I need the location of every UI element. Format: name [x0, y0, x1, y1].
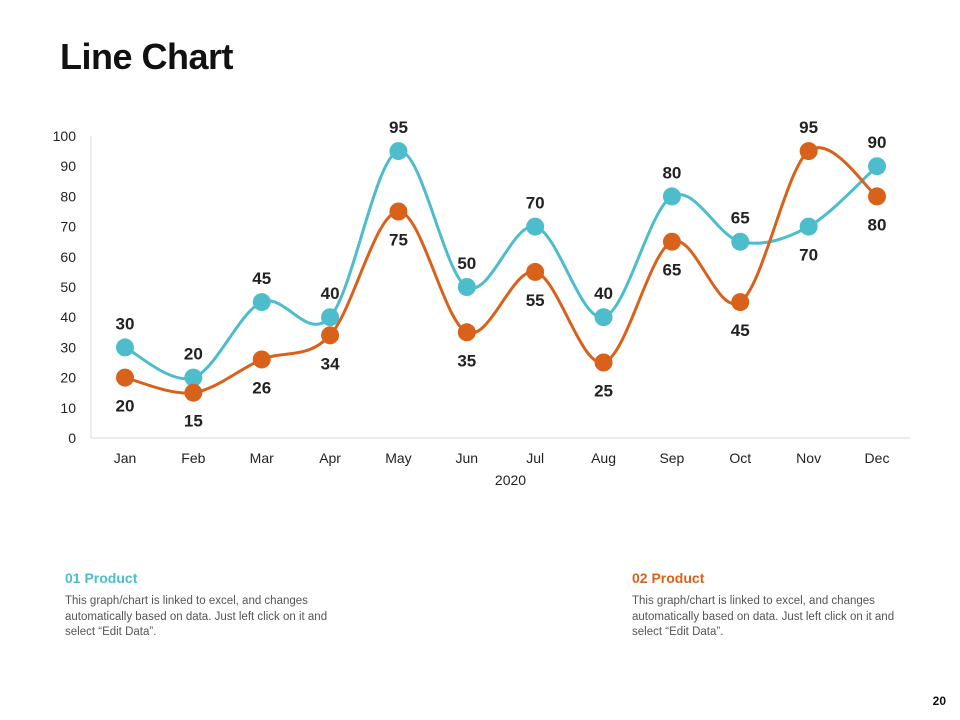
- series-2-data-label: 26: [252, 378, 271, 397]
- series-1-point: [731, 232, 750, 251]
- series-1-data-label: 90: [868, 133, 887, 152]
- series-1-data-label: 45: [252, 269, 271, 288]
- series-2-data-label: 15: [184, 412, 203, 431]
- y-tick-label: 20: [60, 370, 76, 386]
- series-1-data-label: 30: [116, 314, 135, 333]
- series-2-point: [321, 326, 340, 345]
- series-2-data-label: 35: [457, 351, 476, 370]
- series-1-point: [799, 217, 818, 236]
- series-1-point: [184, 368, 203, 387]
- series-2-point: [389, 202, 408, 221]
- y-tick-label: 90: [60, 158, 76, 174]
- series-2-point: [457, 323, 476, 342]
- y-tick-label: 0: [68, 430, 76, 446]
- y-tick-label: 30: [60, 339, 76, 355]
- series-1-data-label: 80: [662, 163, 681, 182]
- x-tick-label: Apr: [319, 450, 341, 466]
- y-tick-label: 10: [60, 400, 76, 416]
- series-2-data-label: 75: [389, 231, 408, 250]
- x-tick-label: Jul: [526, 450, 544, 466]
- product-2-note: 02 Product This graph/chart is linked to…: [632, 570, 902, 641]
- product-1-note: 01 Product This graph/chart is linked to…: [65, 570, 335, 641]
- x-tick-label: Jun: [456, 450, 479, 466]
- y-tick-label: 50: [60, 279, 76, 295]
- x-tick-label: May: [385, 450, 411, 466]
- x-tick-label: Mar: [250, 450, 274, 466]
- series-1-point: [526, 217, 545, 236]
- y-tick-label: 70: [60, 219, 76, 235]
- series-1-line: [123, 149, 879, 381]
- series-2-point: [526, 262, 545, 281]
- series-1-data-label: 70: [799, 246, 818, 265]
- series-1-point: [457, 278, 476, 296]
- series-2-data-label: 65: [662, 261, 681, 280]
- series-2-data-label: 80: [868, 215, 887, 234]
- series-1-data-label: 65: [731, 209, 750, 228]
- x-tick-label: Jan: [114, 450, 137, 466]
- series-1-point: [389, 142, 408, 161]
- x-tick-label: Aug: [591, 450, 616, 466]
- series-2-data-label: 95: [799, 118, 818, 137]
- series-2-line: [123, 146, 879, 395]
- series-2-point: [799, 142, 818, 161]
- series-1-data-label: 40: [321, 284, 340, 303]
- x-axis-title: 2020: [495, 472, 526, 488]
- x-tick-label: Sep: [659, 450, 684, 466]
- page-title: Line Chart: [60, 36, 234, 77]
- x-tick-label: Nov: [796, 450, 821, 466]
- series-1-point: [252, 293, 271, 312]
- series-2-data-label: 55: [526, 291, 545, 310]
- series-2-point: [662, 232, 681, 251]
- series-2-point: [252, 350, 271, 369]
- y-tick-label: 60: [60, 249, 76, 265]
- page-number: 20: [932, 694, 946, 708]
- y-tick-label: 80: [60, 188, 76, 204]
- series-1-data-label: 20: [184, 345, 203, 364]
- series-1-data-label: 40: [594, 284, 613, 303]
- series-2-data-label: 25: [594, 382, 613, 401]
- y-tick-label: 100: [53, 128, 77, 144]
- x-tick-label: Oct: [729, 450, 751, 466]
- y-tick-label: 40: [60, 309, 76, 325]
- series-2-data-label: 34: [321, 354, 340, 373]
- series-2-point: [731, 293, 750, 312]
- product-2-description: This graph/chart is linked to excel, and…: [632, 595, 895, 638]
- series-2-data-label: 45: [731, 321, 750, 340]
- series-2-data-label: 20: [116, 397, 135, 416]
- series-2-point: [184, 383, 203, 402]
- series-1-point: [662, 187, 681, 206]
- series-1-point: [116, 338, 134, 357]
- product-1-description: This graph/chart is linked to excel, and…: [65, 595, 328, 638]
- series-1-data-label: 50: [457, 254, 476, 273]
- x-tick-label: Dec: [865, 450, 890, 466]
- product-2-title: 02 Product: [632, 570, 705, 586]
- series-2-point: [594, 353, 613, 372]
- product-1-title: 01 Product: [65, 570, 138, 586]
- series-2-point: [868, 187, 886, 206]
- series-1-point: [321, 308, 340, 327]
- series-1-data-label: 95: [389, 118, 408, 137]
- series-1-point: [594, 308, 613, 327]
- series-2-point: [116, 368, 134, 387]
- x-tick-label: Feb: [181, 450, 205, 466]
- series-1-point: [868, 157, 886, 176]
- series-1-data-label: 70: [526, 194, 545, 213]
